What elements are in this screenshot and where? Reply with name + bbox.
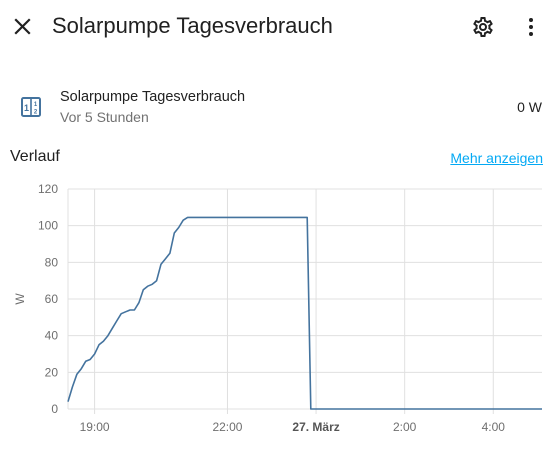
y-tick-label: 120 — [38, 182, 58, 196]
dialog-title: Solarpumpe Tagesverbrauch — [52, 13, 333, 38]
x-tick-label: 27. März — [292, 420, 339, 434]
svg-text:2: 2 — [34, 110, 38, 116]
x-tick-label: 2:00 — [393, 420, 417, 434]
svg-text:1: 1 — [34, 102, 38, 108]
y-axis-label: W — [13, 293, 27, 305]
y-tick-label: 80 — [45, 255, 59, 269]
x-tick-label: 4:00 — [482, 420, 506, 434]
power-meter-icon: 1 1 2 — [20, 96, 42, 118]
history-chart[interactable]: 0 20 40 60 80 100 120 19:00 22:00 27. März 2:00 4:0… — [0, 175, 556, 451]
entity-row[interactable]: 1 1 2 Solarpumpe Tagesverbrauch Vor 5 St… — [0, 84, 556, 132]
dialog-header: Solarpumpe Tagesverbrauch — [0, 0, 556, 56]
close-button[interactable] — [10, 14, 36, 40]
close-icon — [14, 18, 31, 35]
more-options-button[interactable] — [519, 15, 543, 39]
gear-icon — [473, 17, 493, 37]
show-more-link[interactable]: Mehr anzeigen — [450, 150, 543, 166]
entity-name: Solarpumpe Tagesverbrauch — [60, 89, 246, 105]
y-tick-label: 40 — [45, 329, 59, 343]
y-tick-label: 20 — [45, 365, 59, 379]
y-tick-label: 0 — [51, 402, 58, 416]
y-tick-label: 100 — [38, 219, 58, 233]
more-vertical-icon — [529, 18, 533, 36]
entity-last-changed: Vor 5 Stunden — [60, 109, 149, 125]
series-line — [67, 216, 542, 410]
history-title: Verlauf — [10, 148, 60, 165]
entity-state: 0 W — [517, 99, 542, 115]
x-tick-label: 22:00 — [212, 420, 242, 434]
svg-text:1: 1 — [24, 103, 29, 113]
settings-button[interactable] — [471, 15, 495, 39]
y-tick-label: 60 — [45, 292, 59, 306]
x-tick-label: 19:00 — [80, 420, 110, 434]
